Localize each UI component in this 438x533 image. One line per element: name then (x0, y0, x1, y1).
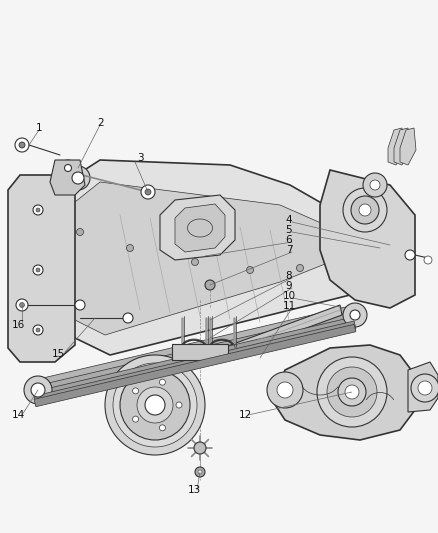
Circle shape (132, 388, 138, 394)
Circle shape (362, 173, 386, 197)
Polygon shape (393, 128, 409, 165)
Circle shape (33, 205, 43, 215)
Circle shape (75, 300, 85, 310)
Text: 2: 2 (98, 118, 104, 128)
Text: 7: 7 (285, 245, 292, 255)
Polygon shape (38, 160, 399, 355)
Circle shape (105, 355, 205, 455)
Polygon shape (387, 128, 403, 165)
Circle shape (145, 189, 151, 195)
Circle shape (60, 160, 76, 176)
Polygon shape (172, 344, 227, 360)
Circle shape (350, 196, 378, 224)
Text: 4: 4 (285, 215, 292, 225)
Circle shape (417, 381, 431, 395)
Polygon shape (140, 305, 341, 388)
Text: 1: 1 (35, 123, 42, 133)
Circle shape (276, 382, 292, 398)
Circle shape (159, 379, 165, 385)
Polygon shape (319, 170, 414, 308)
Circle shape (205, 280, 215, 290)
Text: 5: 5 (285, 225, 292, 235)
Circle shape (36, 208, 40, 212)
Circle shape (15, 138, 29, 152)
Circle shape (36, 268, 40, 272)
Text: 3: 3 (136, 153, 143, 163)
Circle shape (342, 303, 366, 327)
Polygon shape (34, 311, 355, 395)
Circle shape (31, 383, 45, 397)
Circle shape (145, 395, 165, 415)
Circle shape (404, 250, 414, 260)
Polygon shape (34, 305, 355, 390)
Circle shape (344, 385, 358, 399)
Circle shape (191, 259, 198, 265)
Circle shape (132, 416, 138, 422)
Text: 13: 13 (187, 485, 200, 495)
Polygon shape (34, 321, 355, 404)
Text: 14: 14 (11, 410, 25, 420)
Circle shape (349, 310, 359, 320)
Polygon shape (50, 160, 85, 195)
Circle shape (194, 442, 205, 454)
Circle shape (137, 387, 173, 423)
Text: 15: 15 (51, 349, 64, 359)
Polygon shape (272, 345, 414, 440)
Circle shape (24, 376, 52, 404)
Circle shape (369, 180, 379, 190)
Circle shape (19, 142, 25, 148)
Circle shape (66, 166, 90, 190)
Polygon shape (34, 324, 355, 407)
Circle shape (19, 303, 25, 308)
Circle shape (33, 265, 43, 275)
Circle shape (316, 357, 386, 427)
Circle shape (296, 264, 303, 271)
Circle shape (36, 328, 40, 332)
Circle shape (194, 467, 205, 477)
Circle shape (64, 165, 71, 172)
Circle shape (123, 313, 133, 323)
Circle shape (113, 363, 197, 447)
Circle shape (410, 374, 438, 402)
Circle shape (358, 204, 370, 216)
Circle shape (159, 425, 165, 431)
Circle shape (76, 229, 83, 236)
Polygon shape (175, 204, 225, 252)
Polygon shape (65, 182, 354, 335)
Circle shape (16, 299, 28, 311)
Polygon shape (8, 175, 75, 362)
Polygon shape (407, 362, 437, 412)
Circle shape (266, 372, 302, 408)
Text: 16: 16 (11, 320, 25, 330)
Circle shape (33, 325, 43, 335)
Polygon shape (399, 128, 415, 165)
Circle shape (72, 172, 84, 184)
Text: 6: 6 (285, 235, 292, 245)
Circle shape (126, 245, 133, 252)
Circle shape (141, 185, 155, 199)
Circle shape (120, 370, 190, 440)
Polygon shape (159, 195, 234, 260)
Text: 11: 11 (282, 301, 295, 311)
Text: 12: 12 (238, 410, 251, 420)
Circle shape (246, 266, 253, 273)
Circle shape (176, 402, 182, 408)
Text: 10: 10 (282, 291, 295, 301)
Text: 8: 8 (285, 271, 292, 281)
Circle shape (342, 188, 386, 232)
Circle shape (198, 470, 201, 474)
Circle shape (337, 378, 365, 406)
Text: 9: 9 (285, 281, 292, 291)
Circle shape (423, 256, 431, 264)
Circle shape (326, 367, 376, 417)
Polygon shape (34, 317, 355, 400)
